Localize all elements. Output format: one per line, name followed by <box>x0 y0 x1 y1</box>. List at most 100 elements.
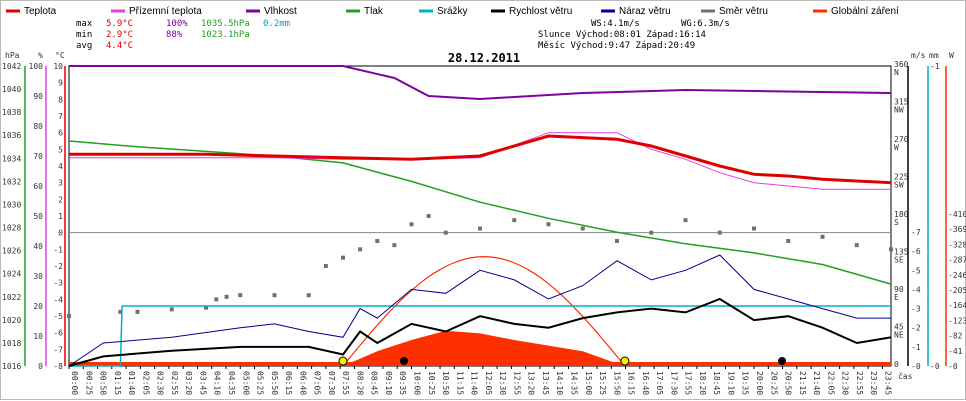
tick-time: 19:10 <box>726 371 735 395</box>
tick-hpa: 1030 <box>2 200 21 209</box>
axis-x-unit: čas <box>898 371 913 381</box>
stat-min-hum: 88% <box>166 30 183 40</box>
event-sunset <box>620 356 630 366</box>
series-radiation-max <box>342 255 626 367</box>
tick-time: 11:15 <box>455 371 464 395</box>
tick-hpa: 1022 <box>2 293 21 302</box>
tick-dir-deg: 0 <box>894 360 899 369</box>
tick-time: 20:25 <box>769 371 778 395</box>
tick-time: 03:45 <box>198 371 207 395</box>
axis-hpa-unit: hPa <box>5 51 20 60</box>
tick-time: 19:35 <box>741 371 750 395</box>
tick-dir-name: S <box>894 218 899 227</box>
axis-rain-unit: mm <box>929 51 939 60</box>
tick-temp: -1 <box>53 245 63 254</box>
axis-rad-unit: W <box>949 51 954 60</box>
series-humidity <box>69 65 892 101</box>
tick-hum: 50 <box>33 212 43 221</box>
tick-time: 06:15 <box>284 371 293 395</box>
plot-frame <box>68 65 892 367</box>
tick-time: 18:20 <box>698 371 707 395</box>
stat-min-label: min <box>76 30 92 40</box>
tick-time: 00:25 <box>84 371 93 395</box>
tick-time: 22:05 <box>826 371 835 395</box>
stat-min-temp: 2.9°C <box>106 30 133 40</box>
tick-hum: 60 <box>33 182 43 191</box>
series-dir-point <box>67 314 71 318</box>
tick-time: 02:55 <box>170 371 179 395</box>
legend-label: Tlak <box>364 6 384 17</box>
tick-time: 16:40 <box>641 371 650 395</box>
tick-time: 20:00 <box>755 371 764 395</box>
tick-time: 06:40 <box>298 371 307 395</box>
series-dir-point <box>786 239 791 243</box>
legend-label: Náraz větru <box>619 6 671 17</box>
event-moonset <box>778 357 787 365</box>
tick-time: 07:55 <box>341 371 350 395</box>
tick-temp: 4 <box>58 162 63 171</box>
tick-hum: 30 <box>33 272 43 281</box>
tick-dir-deg: 180 <box>894 210 909 219</box>
tick-rad: -369 <box>948 225 966 234</box>
tick-rain: -0 <box>930 362 940 371</box>
series-temp <box>69 134 892 185</box>
tick-dir-name: NE <box>894 331 904 340</box>
tick-wind: -3 <box>911 305 921 314</box>
tick-time: 02:05 <box>141 371 150 395</box>
series-dir-point <box>649 230 654 235</box>
tick-time: 10:50 <box>441 371 450 395</box>
tick-dir-name: W <box>894 143 899 152</box>
tick-temp: -4 <box>53 295 63 304</box>
tick-dir-name: NW <box>894 106 904 115</box>
tick-time: 17:55 <box>684 371 693 395</box>
tick-temp: -5 <box>53 312 63 321</box>
tick-rad: -0 <box>948 362 958 371</box>
series-dir-point <box>820 234 825 239</box>
series-dir-point <box>854 243 859 248</box>
legend-label: Srážky <box>437 6 468 17</box>
tick-temp: 1 <box>58 212 63 221</box>
series-dir-point <box>512 218 517 223</box>
tick-time: 21:40 <box>812 371 821 395</box>
tick-time: 09:10 <box>384 371 393 395</box>
tick-time: 12:05 <box>484 371 493 395</box>
tick-temp: -7 <box>53 345 63 354</box>
tick-rad: -82 <box>948 332 963 341</box>
stat-rain: 0.2mm <box>263 19 290 29</box>
legend-label: Globální záření <box>831 6 899 17</box>
tick-dir-name: N <box>894 68 899 77</box>
tick-rad: -164 <box>948 301 966 310</box>
tick-wind: -4 <box>911 285 921 294</box>
stat-moon: Měsíc Východ:9:47 Západ:20:49 <box>538 41 695 51</box>
axis-hum-unit: % <box>38 51 43 60</box>
tick-hum: 20 <box>33 302 43 311</box>
tick-temp: -8 <box>53 362 63 371</box>
tick-time: 11:40 <box>470 371 479 395</box>
series-dir-point <box>426 214 431 218</box>
series-dir-point <box>238 293 243 298</box>
series-dir-point <box>135 309 140 314</box>
series-dir-point <box>204 305 208 310</box>
tick-hum: 90 <box>33 92 43 101</box>
tick-temp: 2 <box>58 195 63 204</box>
series-dir-point <box>306 293 311 298</box>
tick-wind: -5 <box>911 266 921 275</box>
tick-dir-deg: 315 <box>894 98 909 107</box>
tick-dir-deg: 270 <box>894 135 909 144</box>
tick-hum: 0 <box>38 362 43 371</box>
tick-hpa: 1042 <box>2 62 21 71</box>
tick-hpa: 1036 <box>2 131 21 140</box>
tick-time: 00:50 <box>99 371 108 395</box>
tick-time: 13:20 <box>527 371 536 395</box>
tick-temp: -2 <box>53 262 63 271</box>
tick-dir-name: SE <box>894 256 904 265</box>
tick-hum: 10 <box>33 332 43 341</box>
tick-temp: 8 <box>58 95 63 104</box>
series-dir-point <box>375 239 380 243</box>
tick-temp: 5 <box>58 145 63 154</box>
series-dir-point <box>717 230 722 235</box>
tick-rain: -1 <box>930 62 940 71</box>
tick-time: 07:05 <box>313 371 322 395</box>
tick-hpa: 1020 <box>2 316 21 325</box>
series-dir-point <box>118 309 123 314</box>
